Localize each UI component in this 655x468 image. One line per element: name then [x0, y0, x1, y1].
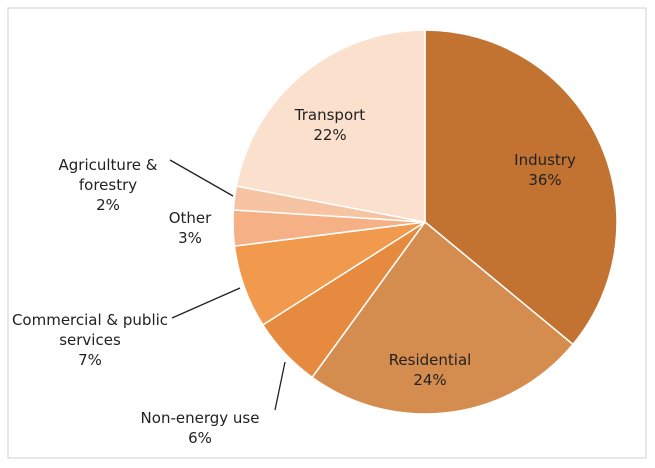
slice-percent: 2% [96, 196, 120, 214]
slice-label: Industry 36% [485, 150, 605, 190]
pie-slice [235, 29, 426, 223]
slice-percent: 22% [313, 126, 347, 144]
slice-label: Agriculture & forestry 2% [43, 155, 173, 215]
leader-line [171, 287, 241, 319]
slice-label: Transport 22% [270, 105, 390, 145]
pie-slice [311, 220, 574, 415]
slice-percent: 36% [528, 171, 562, 189]
slice-label: Commercial & public services 7% [10, 310, 170, 370]
slice-name: Other [168, 209, 212, 227]
leader-line [169, 159, 234, 197]
slice-label: Other 3% [150, 208, 230, 248]
slice-percent: 7% [78, 351, 102, 369]
slice-name: Non-energy use [140, 409, 260, 427]
slice-percent: 6% [188, 429, 212, 447]
slice-label: Non-energy use 6% [125, 408, 275, 448]
slice-name: Transport [294, 106, 366, 124]
leader-line [274, 361, 286, 411]
pie-slice [424, 29, 618, 346]
slice-percent: 3% [178, 229, 202, 247]
slice-name: Agriculture & forestry [58, 156, 158, 194]
frame [7, 7, 647, 459]
slice-name: Residential [388, 351, 472, 369]
slice-name: Commercial & public services [11, 311, 169, 349]
slice-name: Industry [514, 151, 576, 169]
slice-label: Residential 24% [370, 350, 490, 390]
slice-percent: 24% [413, 371, 447, 389]
